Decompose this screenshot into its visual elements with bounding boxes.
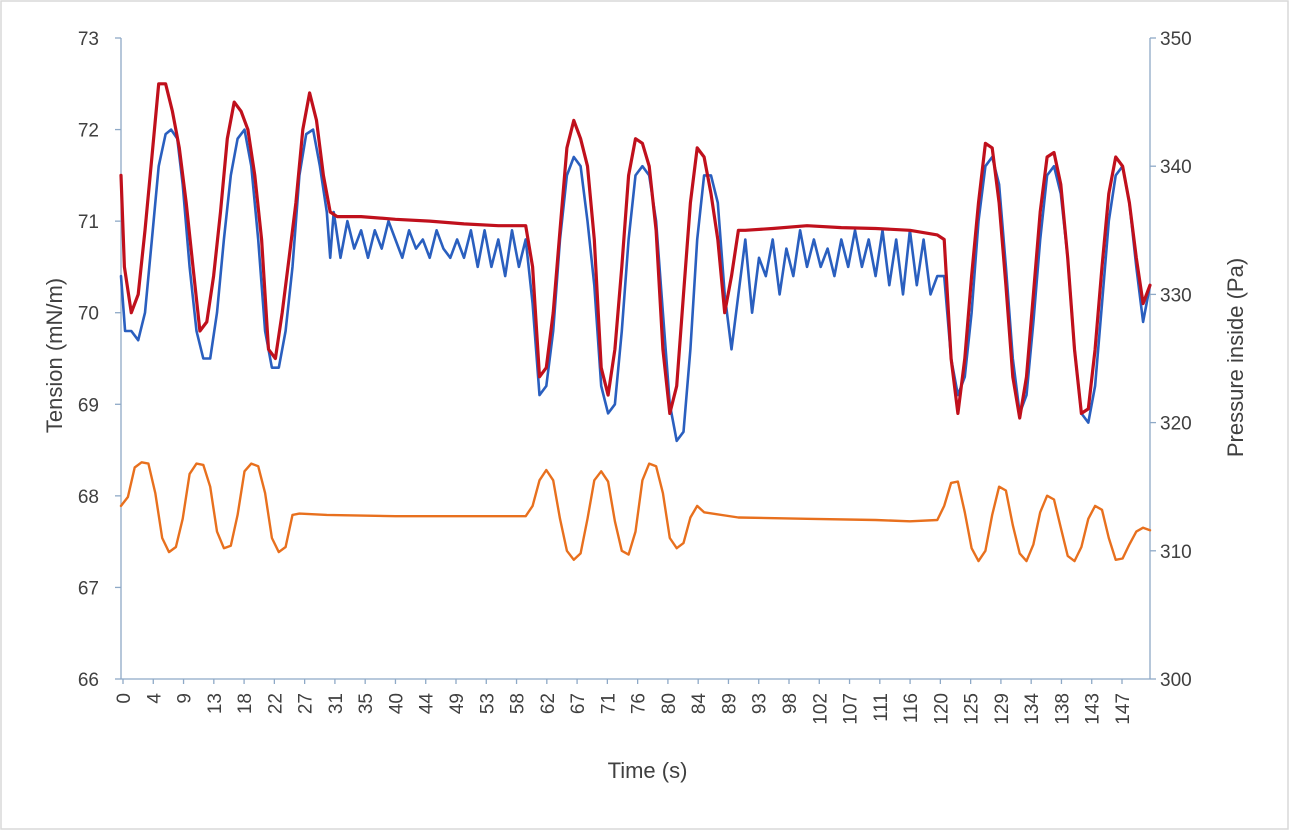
- x-tick-label: 138: [1052, 693, 1073, 725]
- x-tick-label: 84: [689, 693, 710, 715]
- x-tick-label: 147: [1113, 693, 1134, 725]
- x-tick-label: 102: [810, 693, 831, 725]
- x-tick-label: 143: [1083, 693, 1104, 725]
- x-tick-label: 40: [386, 693, 407, 714]
- series-tension-red-line: [119, 82, 1152, 420]
- x-tick-label: 89: [719, 693, 740, 714]
- y-axis-left-title: Tension (mN/m): [42, 278, 67, 433]
- x-tick-label: 13: [205, 693, 226, 714]
- y-right-tick-label: 340: [1160, 157, 1192, 178]
- x-tick-label: 120: [931, 693, 952, 725]
- x-tick-label: 129: [992, 693, 1013, 725]
- x-tick-label: 9: [175, 693, 196, 704]
- x-tick-label: 35: [356, 693, 377, 714]
- y-left-tick-label: 68: [78, 487, 99, 508]
- x-tick-label: 62: [538, 693, 559, 714]
- x-tick-label: 93: [750, 693, 771, 714]
- y-right-tick-label: 310: [1160, 542, 1192, 563]
- x-tick-label: 80: [659, 693, 680, 714]
- y-axis-right-title: Pressure inside (Pa): [1223, 258, 1248, 457]
- x-tick-label: 111: [871, 693, 892, 722]
- x-tick-label: 22: [265, 693, 286, 714]
- series-tension-blue-line: [119, 128, 1152, 443]
- series-pressure-orange-line: [119, 461, 1152, 563]
- y-right-tick-label: 330: [1160, 285, 1192, 306]
- y-left-tick-label: 66: [78, 670, 99, 691]
- y-left-tick-label: 67: [78, 578, 99, 599]
- x-tick-label: 0: [114, 693, 135, 704]
- series-layer: [119, 82, 1152, 563]
- x-tick-label: 18: [235, 693, 256, 714]
- x-tick-label: 4: [144, 693, 165, 704]
- x-tick-label: 71: [598, 693, 619, 714]
- y-left-tick-label: 70: [78, 304, 99, 325]
- x-tick-label: 107: [841, 693, 862, 725]
- x-axis-title: Time (s): [608, 758, 688, 783]
- y-right-tick-label: 300: [1160, 670, 1192, 691]
- x-tick-label: 31: [326, 693, 347, 714]
- y-left-tick-label: 69: [78, 395, 99, 416]
- x-tick-label: 116: [901, 693, 922, 723]
- y-left-tick-label: 72: [78, 121, 99, 142]
- x-tick-label: 53: [477, 693, 498, 714]
- x-tick-label: 67: [568, 693, 589, 714]
- x-tick-label: 76: [629, 693, 650, 714]
- y-left-tick-label: 71: [78, 212, 99, 233]
- y-right-tick-label: 320: [1160, 414, 1192, 435]
- x-tick-label: 58: [508, 693, 529, 714]
- x-tick-label: 49: [447, 693, 468, 714]
- x-tick-label: 98: [780, 693, 801, 714]
- x-tick-label: 125: [962, 693, 983, 725]
- x-tick-label: 134: [1022, 693, 1043, 725]
- x-tick-label: 27: [296, 693, 317, 714]
- y-right-tick-label: 350: [1160, 29, 1192, 50]
- x-tick-label: 44: [417, 693, 438, 715]
- y-left-tick-label: 73: [78, 29, 99, 50]
